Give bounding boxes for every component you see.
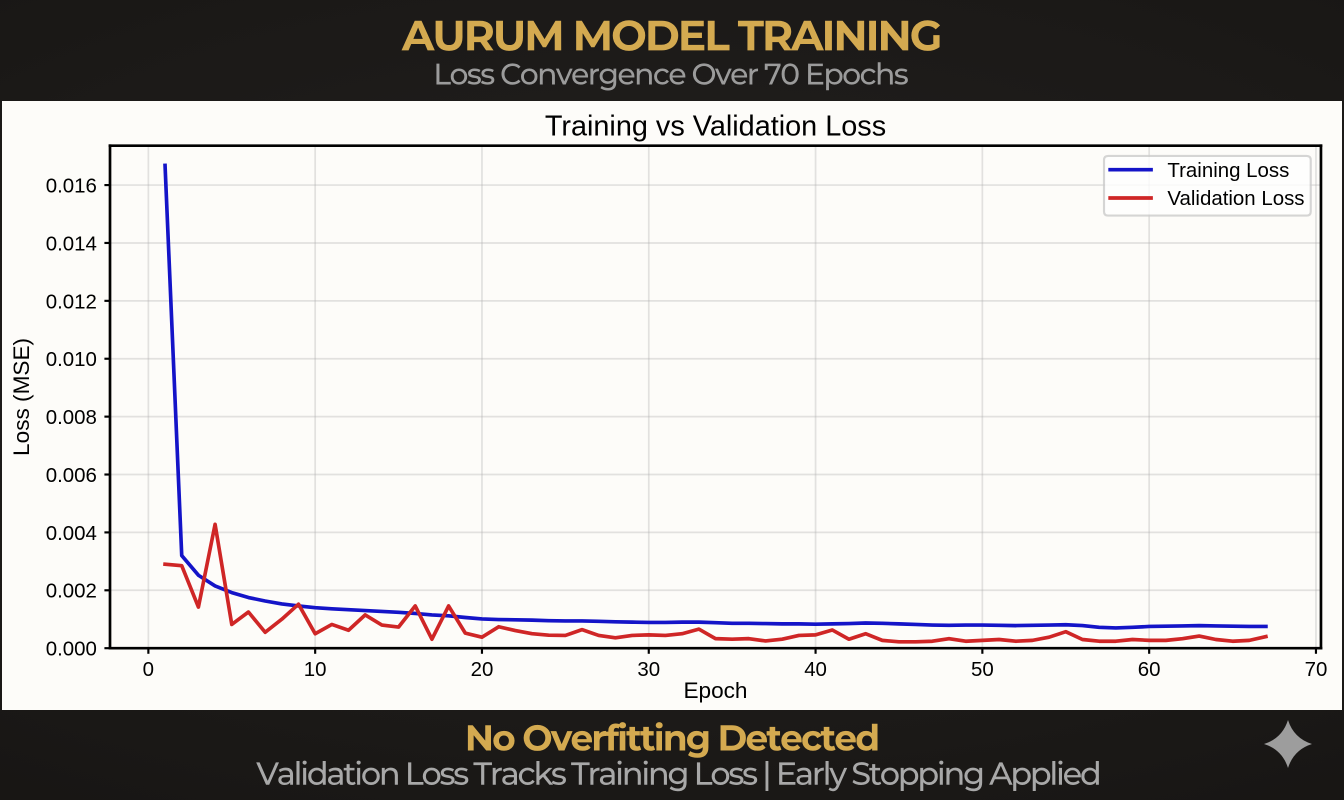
svg-text:0: 0 <box>143 658 154 681</box>
svg-text:0.016: 0.016 <box>46 174 97 197</box>
svg-text:10: 10 <box>304 658 327 681</box>
svg-text:0.008: 0.008 <box>46 406 97 429</box>
svg-text:Training vs Validation Loss: Training vs Validation Loss <box>545 111 886 143</box>
svg-text:70: 70 <box>1305 658 1328 681</box>
svg-text:0.002: 0.002 <box>46 580 97 603</box>
svg-text:30: 30 <box>637 658 660 681</box>
svg-text:60: 60 <box>1138 658 1161 681</box>
svg-text:0.000: 0.000 <box>46 638 97 661</box>
svg-text:Epoch: Epoch <box>683 678 747 703</box>
svg-text:20: 20 <box>471 658 494 681</box>
svg-text:0.006: 0.006 <box>46 464 97 487</box>
svg-text:0.004: 0.004 <box>46 522 97 545</box>
svg-text:0.010: 0.010 <box>46 348 97 371</box>
svg-text:Loss (MSE): Loss (MSE) <box>9 338 34 456</box>
svg-text:0.012: 0.012 <box>46 290 97 313</box>
svg-text:40: 40 <box>804 658 827 681</box>
svg-text:Training Loss: Training Loss <box>1167 159 1289 182</box>
svg-text:50: 50 <box>971 658 994 681</box>
svg-text:Validation Loss: Validation Loss <box>1167 187 1304 210</box>
svg-text:0.014: 0.014 <box>46 232 97 255</box>
